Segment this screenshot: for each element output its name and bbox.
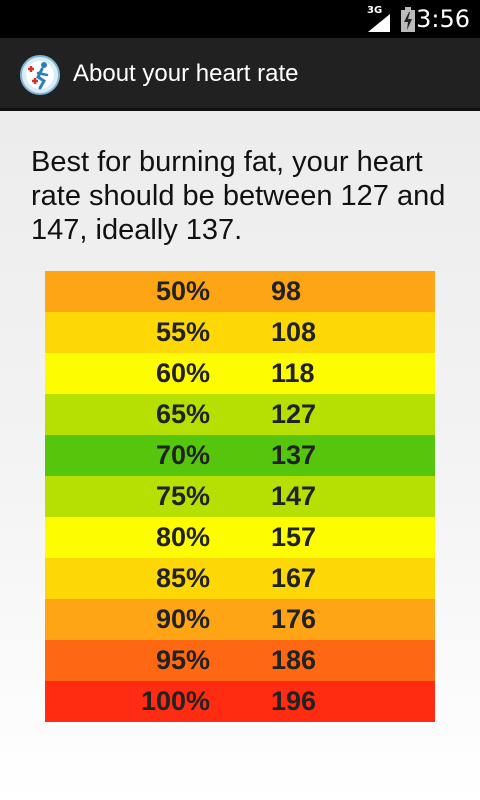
- network-type-label: 3G: [367, 5, 383, 16]
- zone-percent: 65%: [155, 399, 210, 429]
- clock: 3:56: [416, 5, 470, 33]
- zone-bpm: 147: [271, 481, 317, 511]
- zone-row: 70% 137: [45, 435, 435, 476]
- heart-rate-zone-table: 50% 98 55% 108 60% 118 65% 127 70% 137 7…: [45, 271, 435, 722]
- zone-row: 75% 147: [45, 476, 435, 517]
- zone-row: 60% 118: [45, 353, 435, 394]
- zone-percent: 100%: [140, 686, 210, 716]
- zone-percent: 50%: [155, 276, 210, 306]
- zone-bpm: 167: [271, 563, 317, 593]
- zone-percent: 95%: [155, 645, 210, 675]
- heart-runner-app-icon[interactable]: [20, 55, 60, 95]
- zone-percent: 85%: [155, 563, 210, 593]
- zone-bpm: 186: [271, 645, 317, 675]
- zone-percent: 60%: [155, 358, 210, 388]
- zone-row: 90% 176: [45, 599, 435, 640]
- zone-row: 50% 98: [45, 271, 435, 312]
- zone-percent: 70%: [155, 440, 210, 470]
- zone-bpm: 137: [271, 440, 317, 470]
- zone-row: 55% 108: [45, 312, 435, 353]
- action-bar: About your heart rate: [0, 38, 480, 111]
- zone-percent: 55%: [155, 317, 210, 347]
- signal-icon: [368, 14, 390, 32]
- zone-bpm: 127: [271, 399, 317, 429]
- zone-row: 95% 186: [45, 640, 435, 681]
- intro-text: Best for burning fat, your heart rate sh…: [31, 146, 446, 246]
- zone-percent: 90%: [155, 604, 210, 634]
- status-bar: 3G 3:56: [0, 0, 480, 38]
- zone-bpm: 157: [271, 522, 317, 552]
- zone-percent: 75%: [155, 481, 210, 511]
- zone-bpm: 108: [271, 317, 317, 347]
- battery-charging-icon: [401, 7, 415, 32]
- zone-bpm: 196: [271, 686, 317, 716]
- zone-row: 85% 167: [45, 558, 435, 599]
- zone-bpm: 176: [271, 604, 317, 634]
- zone-bpm: 118: [271, 358, 315, 388]
- main-content: Best for burning fat, your heart rate sh…: [0, 111, 480, 800]
- zone-bpm: 98: [271, 276, 302, 306]
- page-title: About your heart rate: [73, 60, 299, 87]
- zone-row: 100% 196: [45, 681, 435, 722]
- zone-row: 80% 157: [45, 517, 435, 558]
- zone-row: 65% 127: [45, 394, 435, 435]
- zone-percent: 80%: [155, 522, 210, 552]
